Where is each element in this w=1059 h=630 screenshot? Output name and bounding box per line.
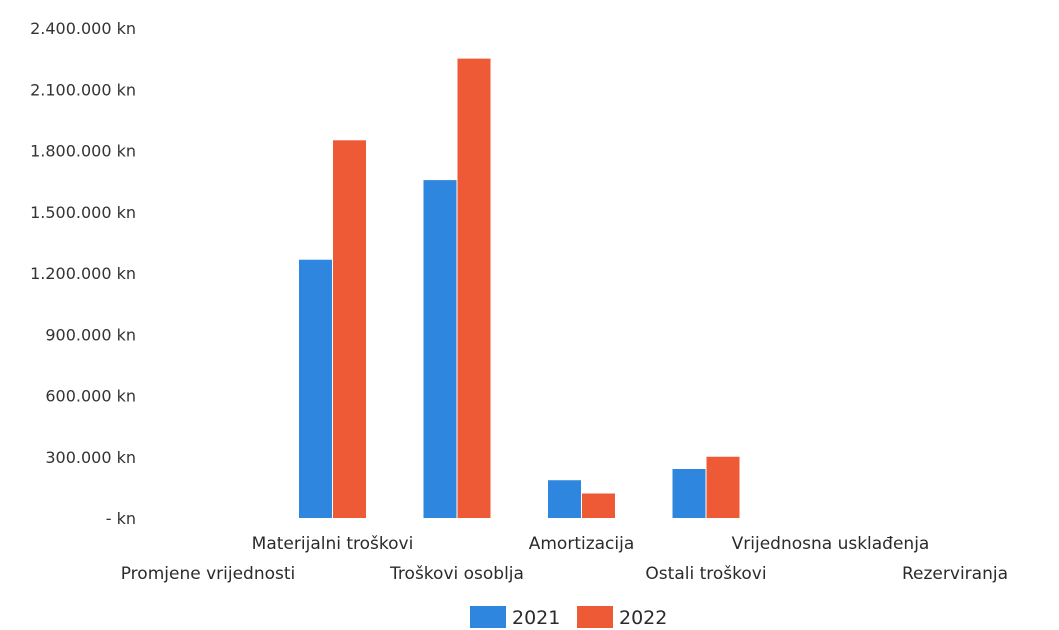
x-category-label: Materijalni troškovi xyxy=(252,534,414,554)
legend-label: 2021 xyxy=(512,607,560,629)
y-tick-label: 2.400.000 kn xyxy=(30,19,136,38)
bar-2021 xyxy=(423,180,457,518)
x-category-label: Amortizacija xyxy=(529,534,635,554)
bar-2021 xyxy=(548,480,581,518)
y-tick-label: 600.000 kn xyxy=(45,387,136,406)
x-category-label: Vrijednosna usklađenja xyxy=(732,534,930,554)
y-tick-label: 300.000 kn xyxy=(45,448,136,467)
y-tick-label: 1.500.000 kn xyxy=(30,203,136,222)
bar-2021 xyxy=(299,259,332,518)
y-tick-label: 900.000 kn xyxy=(45,325,136,344)
y-tick-label: 2.100.000 kn xyxy=(30,80,136,99)
x-category-label: Promjene vrijednosti xyxy=(121,564,296,584)
bar-2021 xyxy=(672,469,706,518)
x-category-label: Troškovi osoblja xyxy=(389,564,524,584)
x-category-label: Rezerviranja xyxy=(902,564,1008,584)
bar-2022 xyxy=(457,58,491,518)
y-tick-label: 1.200.000 kn xyxy=(30,264,136,283)
y-axis: - kn 300.000 kn 600.000 kn 900.000 kn 1.200.… xyxy=(30,19,136,528)
x-category-label: Ostali troškovi xyxy=(645,564,766,584)
x-axis: Promjene vrijednosti Materijalni troškovi… xyxy=(121,534,1008,584)
bars xyxy=(299,58,740,518)
y-tick-label: 1.800.000 kn xyxy=(30,142,136,161)
y-tick-label: - kn xyxy=(106,509,136,528)
legend-swatch-2021 xyxy=(470,606,506,628)
bar-2022 xyxy=(582,493,615,518)
bar-2022 xyxy=(333,140,366,518)
legend-label: 2022 xyxy=(619,607,667,629)
bar-2022 xyxy=(706,456,740,518)
legend: 2021 2022 xyxy=(470,606,667,629)
legend-swatch-2022 xyxy=(577,606,613,628)
